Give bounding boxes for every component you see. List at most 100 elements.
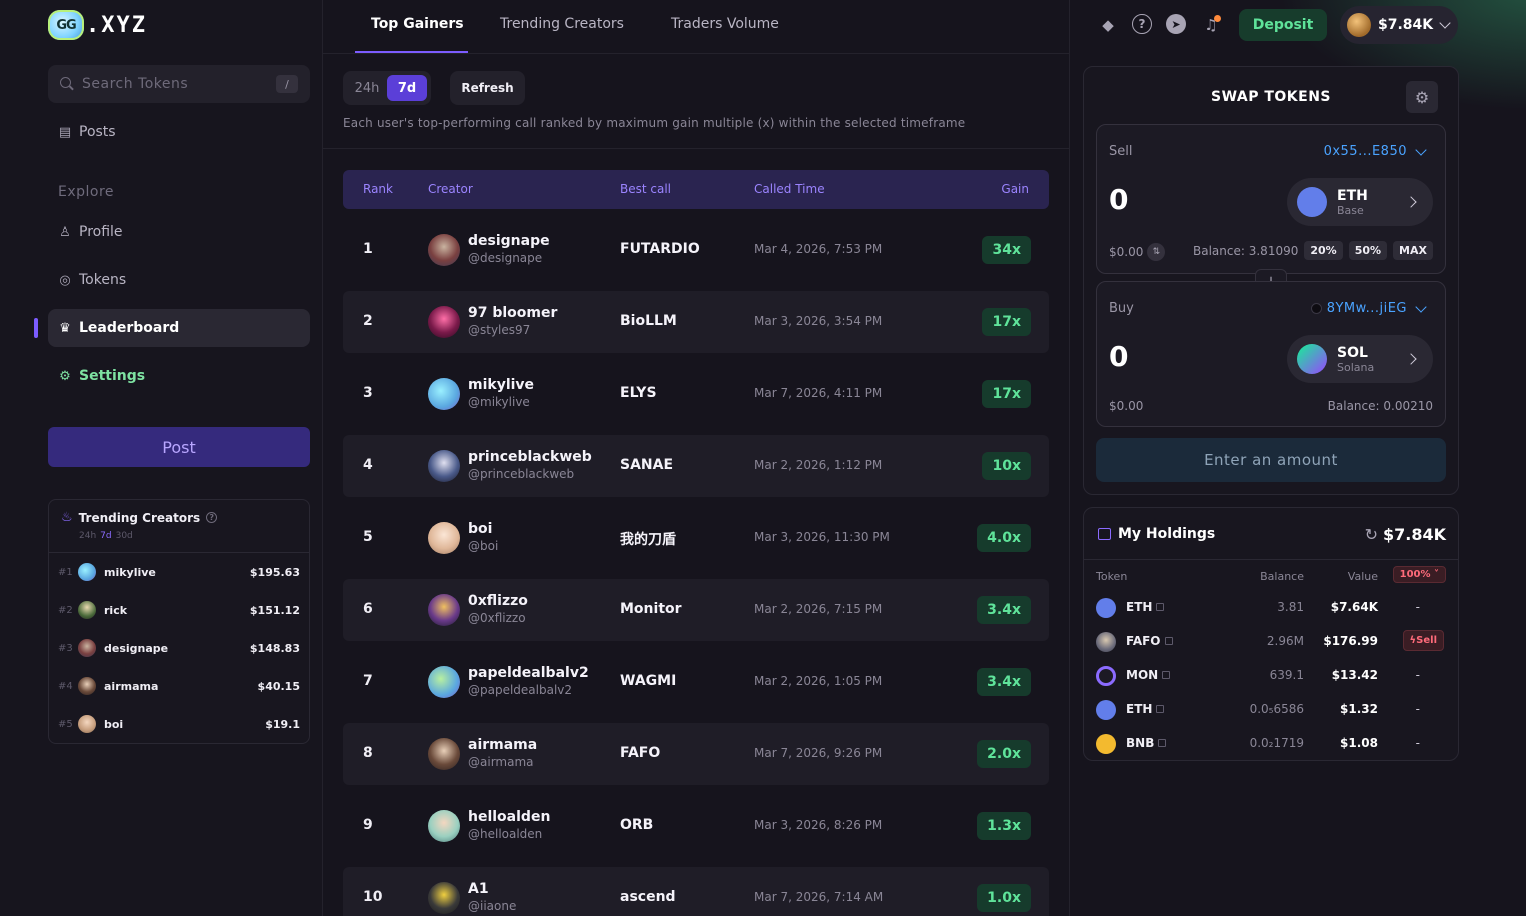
- buy-token-symbol: SOL: [1337, 344, 1368, 361]
- trending-creator-row[interactable]: #3 designape $148.83: [49, 629, 309, 667]
- table-row[interactable]: 2 97 bloomer @styles97 BioLLM Mar 3, 202…: [343, 291, 1049, 353]
- tf-24h[interactable]: 24h: [79, 531, 97, 541]
- logo[interactable]: GG .XYZ: [48, 10, 147, 40]
- creator-name[interactable]: airmama: [468, 737, 538, 753]
- row-rank: 3: [363, 385, 373, 401]
- copy-icon[interactable]: [1156, 603, 1165, 611]
- swap-direction-icon[interactable]: ⇅: [1147, 243, 1166, 261]
- creator-name[interactable]: princeblackweb: [468, 449, 592, 465]
- row-rank: 7: [363, 673, 373, 689]
- copy-icon[interactable]: [1162, 671, 1171, 679]
- sell-pct-selector[interactable]: 100% ˅: [1392, 566, 1446, 583]
- help-icon[interactable]: ?: [1132, 14, 1152, 34]
- tab-trending-creators[interactable]: Trending Creators: [500, 16, 624, 32]
- buy-token-selector[interactable]: SOL Solana: [1287, 335, 1433, 383]
- timeframe-7d-button[interactable]: 7d: [387, 75, 427, 101]
- sell-balance: Balance: 3.81090: [1193, 243, 1299, 258]
- table-row[interactable]: 10 A1 @iiaone ascend Mar 7, 2026, 7:14 A…: [343, 867, 1049, 916]
- holding-row[interactable]: ETH 0.0₅6586 $1.32 -: [1084, 692, 1458, 726]
- holding-row[interactable]: MON 639.1 $13.42 -: [1084, 658, 1458, 692]
- row-rank: 9: [363, 817, 373, 833]
- creator-name[interactable]: A1: [468, 881, 489, 897]
- holding-row[interactable]: ETH 3.81 $7.64K -: [1084, 590, 1458, 624]
- table-row[interactable]: 9 helloalden @helloalden ORB Mar 3, 2026…: [343, 795, 1049, 857]
- sell-button[interactable]: ϟSell: [1402, 630, 1444, 651]
- sell-address-selector[interactable]: 0x55...E850: [1324, 143, 1427, 159]
- refresh-icon[interactable]: ↻: [1364, 525, 1378, 544]
- table-row[interactable]: 4 princeblackweb @princeblackweb SANAE M…: [343, 435, 1049, 497]
- creator-name[interactable]: 97 bloomer: [468, 305, 558, 321]
- table-row[interactable]: 1 designape @designape FUTARDIO Mar 4, 2…: [343, 219, 1049, 281]
- trending-creator-row[interactable]: #1 mikylive $195.63: [49, 553, 309, 591]
- search-input[interactable]: [82, 76, 276, 92]
- table-row[interactable]: 6 0xflizzo @0xflizzo Monitor Mar 2, 2026…: [343, 579, 1049, 641]
- table-row[interactable]: 3 mikylive @mikylive ELYS Mar 7, 2026, 4…: [343, 363, 1049, 425]
- nav-leaderboard[interactable]: ♛ Leaderboard: [48, 309, 310, 347]
- refresh-button[interactable]: Refresh: [450, 71, 525, 105]
- nav-profile[interactable]: ♙ Profile: [48, 213, 310, 251]
- trending-rank: #1: [58, 566, 73, 578]
- tab-top-gainers[interactable]: Top Gainers: [371, 16, 464, 32]
- best-call[interactable]: ascend: [620, 889, 676, 905]
- best-call[interactable]: WAGMI: [620, 673, 677, 689]
- best-call[interactable]: BioLLM: [620, 313, 677, 329]
- holding-balance: 2.96M: [1266, 634, 1304, 648]
- info-icon[interactable]: ?: [206, 512, 218, 523]
- best-call[interactable]: SANAE: [620, 457, 674, 473]
- gain-badge: 1.0x: [977, 884, 1031, 912]
- best-call[interactable]: ORB: [620, 817, 654, 833]
- tf-7d[interactable]: 7d: [100, 531, 112, 541]
- copy-icon[interactable]: [1156, 705, 1165, 713]
- nav-posts[interactable]: ▤ Posts: [48, 113, 310, 151]
- creator-name[interactable]: 0xflizzo: [468, 593, 528, 609]
- tab-traders-volume[interactable]: Traders Volume: [671, 16, 779, 32]
- trophy-icon: ♛: [59, 320, 71, 336]
- bell-icon[interactable]: ♫: [1200, 14, 1222, 36]
- creator-name[interactable]: boi: [468, 521, 493, 537]
- table-row[interactable]: 8 airmama @airmama FAFO Mar 7, 2026, 9:2…: [343, 723, 1049, 785]
- nav-tokens[interactable]: ◎ Tokens: [48, 261, 310, 299]
- deposit-button[interactable]: Deposit: [1239, 9, 1327, 41]
- trending-rank: #2: [58, 604, 73, 616]
- creator-name[interactable]: mikylive: [468, 377, 535, 393]
- trending-creator-row[interactable]: #4 airmama $40.15: [49, 667, 309, 705]
- best-call[interactable]: FUTARDIO: [620, 241, 700, 257]
- post-button[interactable]: Post: [48, 427, 310, 467]
- nav-settings[interactable]: ⚙ Settings: [48, 357, 310, 395]
- graduation-cap-icon[interactable]: ◆: [1102, 16, 1114, 34]
- holding-row[interactable]: FAFO 2.96M $176.99 ϟSell: [1084, 624, 1458, 658]
- holdings-card: My Holdings ↻ $7.84K Token Balance Value…: [1083, 507, 1459, 761]
- trending-value: $151.12: [249, 603, 300, 617]
- copy-icon[interactable]: [1164, 637, 1173, 645]
- timeframe-24h-button[interactable]: 24h: [354, 80, 380, 96]
- tf-30d[interactable]: 30d: [115, 531, 133, 541]
- table-row[interactable]: 5 boi @boi 我的刀盾 Mar 3, 2026, 11:30 PM 4.…: [343, 507, 1049, 569]
- wallet-button[interactable]: $7.84K: [1340, 6, 1458, 44]
- avatar: [78, 601, 96, 619]
- buy-amount: 0: [1109, 340, 1129, 373]
- avatar: [428, 522, 460, 554]
- telegram-icon[interactable]: ➤: [1166, 14, 1186, 34]
- search-bar[interactable]: /: [48, 65, 310, 103]
- creator-name[interactable]: designape: [468, 233, 550, 249]
- pct-50-button[interactable]: 50%: [1348, 241, 1388, 260]
- creator-name[interactable]: papeldealbalv2: [468, 665, 589, 681]
- trending-creator-row[interactable]: #2 rick $151.12: [49, 591, 309, 629]
- enter-amount-button[interactable]: Enter an amount: [1096, 438, 1446, 482]
- sell-amount-input[interactable]: 0: [1109, 183, 1129, 216]
- best-call[interactable]: ELYS: [620, 385, 657, 401]
- copy-icon[interactable]: [1158, 739, 1167, 747]
- best-call[interactable]: 我的刀盾: [620, 532, 676, 548]
- best-call[interactable]: FAFO: [620, 745, 661, 761]
- creator-name[interactable]: helloalden: [468, 809, 551, 825]
- holding-row[interactable]: BNB 0.0₂1719 $1.08 -: [1084, 726, 1458, 760]
- buy-address-selector[interactable]: 8YMw...jiEG: [1310, 300, 1427, 316]
- sell-token-selector[interactable]: ETH Base: [1287, 178, 1433, 226]
- pct-20-button[interactable]: 20%: [1304, 241, 1343, 260]
- best-call[interactable]: Monitor: [620, 601, 682, 617]
- trending-creator-row[interactable]: #5 boi $19.1: [49, 705, 309, 743]
- sell-token-network: Base: [1337, 203, 1364, 217]
- max-button[interactable]: MAX: [1393, 241, 1433, 260]
- swap-settings-button[interactable]: ⚙: [1406, 81, 1438, 113]
- table-row[interactable]: 7 papeldealbalv2 @papeldealbalv2 WAGMI M…: [343, 651, 1049, 713]
